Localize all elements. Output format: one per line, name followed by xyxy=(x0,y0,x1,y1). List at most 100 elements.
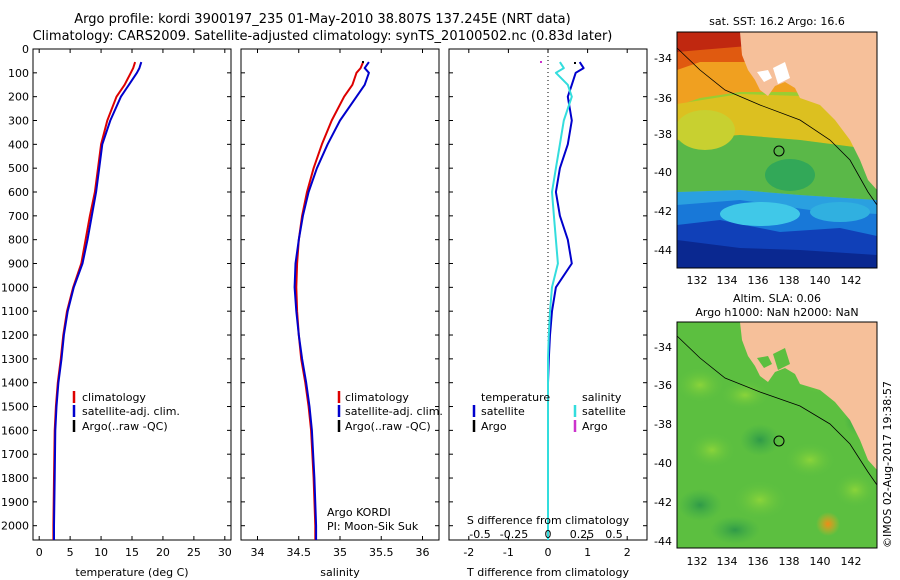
lat-tick: -44 xyxy=(654,244,672,257)
depth-tick-label: 300 xyxy=(8,115,29,128)
sst-map: -34 -36 -38 -40 -42 -44 132 134 136 138 … xyxy=(654,31,878,287)
lat-tick: -34 xyxy=(654,52,672,65)
lat-tick: -34 xyxy=(654,341,672,354)
series-line-climatology xyxy=(295,61,365,540)
legend-label-salinity-argo: Argo xyxy=(582,420,608,433)
lat-tick: -42 xyxy=(654,205,672,218)
depth-tick-label: 400 xyxy=(8,138,29,151)
x-tick-label: 0 xyxy=(36,546,43,559)
legend-label-satellite: satellite-adj. clim. xyxy=(345,405,443,418)
series-line-salinity-satellite xyxy=(547,61,573,540)
legend-label-satellite: satellite-adj. clim. xyxy=(82,405,180,418)
series-line-satellite-adj-clim- xyxy=(53,61,143,540)
argo-salinity-diff-marker xyxy=(540,61,542,63)
salinity-difference-tick: 0 xyxy=(545,528,552,541)
x-tick-label: 30 xyxy=(218,546,232,559)
lon-tick: 138 xyxy=(779,555,800,568)
x-tick-label: 34.5 xyxy=(287,546,312,559)
lon-tick: 140 xyxy=(810,274,831,287)
depth-tick-label: 900 xyxy=(8,258,29,271)
depth-tick-label: 0 xyxy=(22,43,29,56)
salinity-difference-tick: 0.25 xyxy=(570,528,595,541)
depth-tick-label: 1900 xyxy=(1,496,29,509)
lon-tick: 132 xyxy=(687,274,708,287)
lon-tick: 142 xyxy=(841,555,862,568)
x-tick-label: 35 xyxy=(333,546,347,559)
legend-heading-salinity: salinity xyxy=(582,391,622,404)
depth-tick-label: 1500 xyxy=(1,401,29,414)
depth-tick-label: 500 xyxy=(8,162,29,175)
sla-map-lat-ticks: -34 -36 -38 -40 -42 -44 xyxy=(654,341,672,548)
timestamp-stamp: ©IMOS 02-Aug-2017 19:38:57 xyxy=(881,381,894,548)
salinity-difference-axis-label: S difference from climatology xyxy=(467,514,630,527)
x-tick-label: 10 xyxy=(94,546,108,559)
x-tick-label: 36 xyxy=(416,546,430,559)
depth-tick-label: 1800 xyxy=(1,472,29,485)
temperature-axis-label: temperature (deg C) xyxy=(75,566,188,579)
salinity-difference-tick: -0.25 xyxy=(500,528,528,541)
x-tick-label: 0 xyxy=(545,546,552,559)
figure-title-line1: Argo profile: kordi 3900197_235 01-May-2… xyxy=(74,12,571,27)
salinity-difference-tick: -0.5 xyxy=(469,528,490,541)
depth-tick-label: 800 xyxy=(8,234,29,247)
salinity-axis-label: salinity xyxy=(320,566,360,579)
depth-tick-label: 600 xyxy=(8,186,29,199)
difference-legend: temperature satellite Argo salinity sate… xyxy=(472,391,626,433)
float-pi-annotation: PI: Moon-Sik Suk xyxy=(327,520,419,533)
lat-tick: -36 xyxy=(654,379,672,392)
temperature-legend: climatology satellite-adj. clim. Argo(..… xyxy=(72,391,180,433)
lat-tick: -42 xyxy=(654,496,672,509)
sla-map-title-line1: Altim. SLA: 0.06 xyxy=(732,292,822,305)
argo-salinity-marker xyxy=(362,61,364,63)
sst-map-lon-ticks: 132 134 136 138 140 142 xyxy=(687,274,862,287)
x-tick-label: 25 xyxy=(187,546,201,559)
x-tick-label: -2 xyxy=(463,546,474,559)
depth-tick-label: 1100 xyxy=(1,305,29,318)
float-location-marker xyxy=(773,435,785,447)
lon-tick: 138 xyxy=(779,274,800,287)
lat-tick: -40 xyxy=(654,166,672,179)
depth-tick-label: 1400 xyxy=(1,377,29,390)
series-line-temperature-satellite xyxy=(547,61,585,540)
depth-tick-label: 1700 xyxy=(1,448,29,461)
legend-label-climatology: climatology xyxy=(345,391,409,404)
lat-tick: -40 xyxy=(654,457,672,470)
lon-tick: 132 xyxy=(687,555,708,568)
legend-label-temperature-satellite: satellite xyxy=(481,405,525,418)
float-location-marker xyxy=(773,145,785,157)
legend-heading-temperature: temperature xyxy=(481,391,550,404)
x-tick-label: 35.5 xyxy=(369,546,394,559)
x-tick-label: 5 xyxy=(67,546,74,559)
depth-tick-label: 1000 xyxy=(1,281,29,294)
sla-map-frame xyxy=(676,321,878,549)
sla-map: -34 -36 -38 -40 -42 -44 132 134 136 138 … xyxy=(654,321,878,568)
x-tick-label: 15 xyxy=(125,546,139,559)
depth-tick-label: 1200 xyxy=(1,329,29,342)
lon-tick: 142 xyxy=(841,274,862,287)
sla-map-lon-ticks: 132 134 136 138 140 142 xyxy=(687,555,862,568)
land-mass xyxy=(740,322,877,470)
lon-tick: 140 xyxy=(810,555,831,568)
lon-tick: 136 xyxy=(748,274,769,287)
legend-label-argo: Argo(..raw -QC) xyxy=(345,420,431,433)
lon-tick: 134 xyxy=(717,555,738,568)
legend-label-argo: Argo(..raw -QC) xyxy=(82,420,168,433)
sst-map-frame xyxy=(676,31,878,269)
x-tick-label: 2 xyxy=(624,546,631,559)
sst-map-title: sat. SST: 16.2 Argo: 16.6 xyxy=(709,15,845,28)
depth-tick-label: 1600 xyxy=(1,424,29,437)
x-tick-label: 34 xyxy=(251,546,265,559)
sla-map-title-line2: Argo h1000: NaN h2000: NaN xyxy=(695,306,859,319)
lat-tick: -38 xyxy=(654,418,672,431)
argo-temperature-marker xyxy=(574,62,576,64)
series-line-satellite-adj-clim- xyxy=(293,61,370,540)
x-tick-label: 1 xyxy=(584,546,591,559)
legend-label-temperature-argo: Argo xyxy=(481,420,507,433)
lat-tick: -36 xyxy=(654,92,672,105)
salinity-difference-tick: 0.5 xyxy=(605,528,623,541)
depth-tick-label: 700 xyxy=(8,210,29,223)
salinity-legend: climatology satellite-adj. clim. Argo(..… xyxy=(337,391,443,433)
depth-tick-label: 1300 xyxy=(1,353,29,366)
lon-tick: 136 xyxy=(748,555,769,568)
